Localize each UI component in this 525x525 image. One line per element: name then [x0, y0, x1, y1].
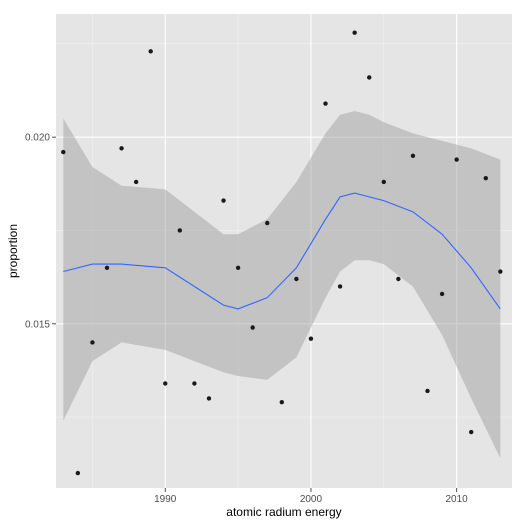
- data-point: [90, 340, 95, 345]
- data-point: [177, 228, 183, 233]
- data-point: [469, 429, 474, 435]
- data-point: [75, 470, 81, 476]
- smooth-line: [63, 192, 501, 310]
- x-axis-ticks: 1990 2000 2010: [154, 488, 468, 505]
- data-point: [206, 396, 212, 401]
- data-point: [410, 153, 416, 159]
- data-point: [381, 179, 386, 185]
- x-tick-label: 1990: [154, 494, 177, 505]
- data-point: [498, 269, 503, 274]
- x-tick-label: 2000: [300, 494, 323, 505]
- confidence-band: [63, 111, 501, 459]
- data-point: [294, 276, 299, 282]
- data-point: [250, 325, 255, 330]
- major-gridlines: [56, 14, 512, 488]
- data-point: [483, 176, 488, 181]
- data-point: [279, 399, 285, 405]
- data-point: [163, 381, 168, 386]
- data-point: [119, 146, 124, 151]
- x-tick-label: 2010: [446, 494, 469, 505]
- x-axis-title: atomic radium energy: [226, 505, 341, 519]
- plot-panel: [56, 14, 512, 488]
- y-tick-label: 0.020: [25, 133, 50, 144]
- data-point: [425, 388, 430, 394]
- data-point: [323, 101, 328, 106]
- data-point: [148, 49, 153, 54]
- y-axis-ticks: 0.015 0.020: [25, 133, 56, 330]
- data-point: [192, 381, 197, 386]
- data-point: [439, 291, 445, 297]
- data-point: [265, 220, 270, 226]
- data-point: [104, 265, 110, 270]
- data-point: [61, 149, 66, 155]
- data-point: [221, 198, 226, 203]
- data-point: [308, 336, 314, 341]
- minor-gridlines: [56, 14, 512, 488]
- data-point: [367, 75, 372, 80]
- data-point: [352, 30, 357, 35]
- data-point: [337, 284, 343, 289]
- data-point: [133, 179, 139, 185]
- y-tick-label: 0.015: [25, 319, 50, 330]
- y-axis-title: proportion: [6, 224, 20, 278]
- data-points: [61, 30, 503, 476]
- data-point: [454, 157, 459, 162]
- data-point: [396, 276, 401, 282]
- data-point: [235, 265, 241, 270]
